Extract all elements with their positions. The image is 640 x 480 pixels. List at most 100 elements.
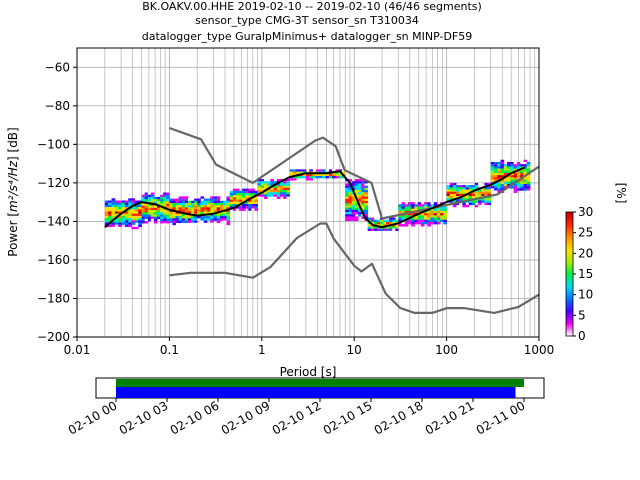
density-cell [433,221,438,225]
density-cell [526,177,531,180]
density-cell [510,175,515,178]
density-cell [210,196,214,199]
density-cell [128,200,132,203]
density-cell [490,166,495,169]
density-cell [251,208,255,211]
low-noise-model-line [169,222,539,314]
density-cell [239,193,243,196]
density-cell [462,185,466,188]
density-cell [194,209,198,212]
density-cell [351,214,356,217]
density-cell [401,215,406,218]
density-cell [260,179,265,182]
density-cell [248,206,252,209]
density-cell [474,193,479,197]
density-cell [104,202,109,206]
density-cell [257,194,262,197]
density-cell [446,187,451,190]
density-cell [503,179,508,182]
density-cell [348,190,353,193]
density-cell [367,224,372,227]
density-cell [118,224,122,228]
density-cell [160,203,164,206]
density-cell [348,216,353,219]
density-cell [452,182,457,186]
density-cell [235,197,240,200]
density-cell [197,207,201,210]
density-cell [361,203,365,206]
density-cell [213,205,218,208]
density-cell [191,196,195,199]
density-cell [251,204,255,207]
x-axis-ticks: 0.01 0.1 1 10 100 1000 [64,337,554,357]
density-cell [263,183,268,186]
density-cell [111,224,116,228]
density-cell [144,210,149,213]
density-cell [210,209,214,212]
density-cell [147,207,152,211]
density-cell [471,185,476,188]
y-axis-label-suffix: ] [dB] [6,127,20,161]
density-cell [510,181,515,185]
density-cell [286,179,291,182]
density-cell [370,221,375,225]
density-cell [273,192,278,195]
density-cell [500,172,505,176]
density-cell [358,192,362,195]
density-cell [526,166,531,169]
density-cell [169,218,173,221]
density-cell [226,218,231,221]
density-cell [175,202,180,206]
density-cell [263,196,268,200]
density-cell [503,172,508,176]
density-cell [219,213,224,217]
density-cell [239,208,243,211]
density-cell [433,215,438,218]
density-cell [172,205,176,208]
density-cell [389,221,393,225]
density-cell [121,222,126,225]
density-cell [128,213,132,217]
density-cell [141,203,146,206]
density-cell [216,200,221,204]
density-cell [141,194,146,198]
density-cell [364,201,369,204]
density-cell [111,213,116,217]
density-cell [166,216,170,220]
density-cell [184,209,189,212]
density-cell [121,204,126,208]
density-cell [276,185,281,189]
density-cell [114,220,119,223]
density-cell [364,183,369,186]
density-cell [487,182,492,186]
density-cell [232,195,237,198]
density-cell [131,226,136,230]
density-cell [382,221,387,225]
density-cell [280,192,284,195]
density-cell [219,211,224,215]
density-cell [507,175,511,178]
density-cell [128,204,132,208]
density-cell [302,175,307,179]
density-cell [181,200,186,204]
density-cell [322,173,327,177]
density-cell [181,218,186,221]
density-cell [430,221,435,225]
density-cell [345,212,349,215]
density-cell [178,209,183,212]
density-cell [497,172,501,176]
density-cell [104,209,109,212]
density-cell [315,175,320,179]
density-cell [181,198,186,201]
density-cell [200,211,205,215]
density-cell [111,200,116,203]
density-cell [493,177,498,180]
density-cell [348,187,353,191]
density-cell [510,161,515,165]
density-cell [210,202,214,206]
density-cell [328,169,333,172]
density-cell [513,177,518,180]
density-cell [513,183,518,187]
density-cell [184,196,189,199]
density-cell [436,221,441,225]
